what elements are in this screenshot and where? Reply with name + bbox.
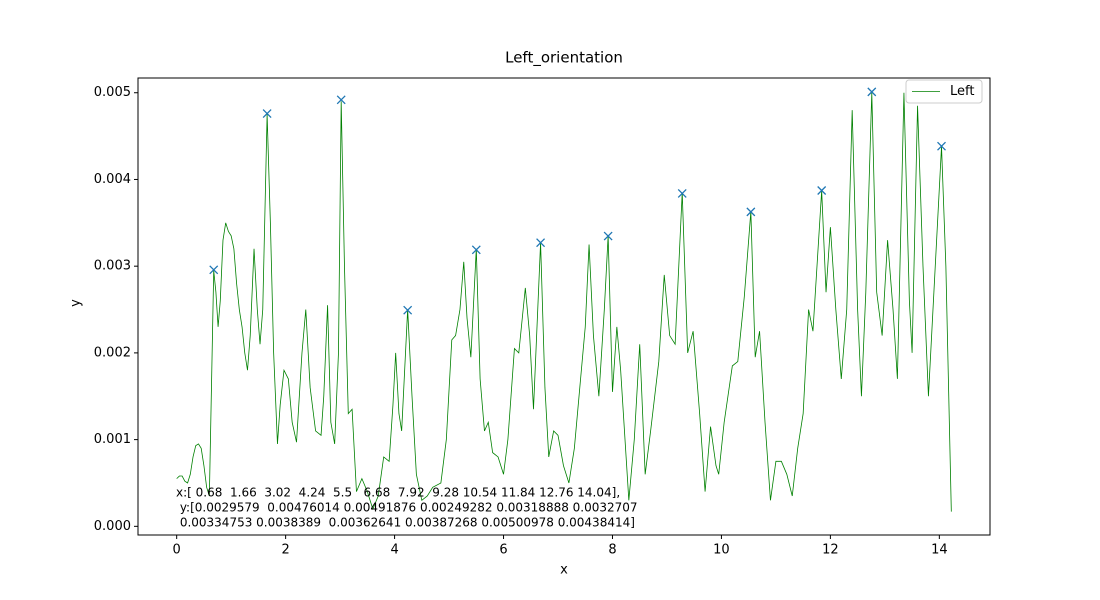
x-tick-label: 4 <box>390 543 398 558</box>
x-tick-label: 0 <box>173 543 181 558</box>
y-tick-label: 0.001 <box>94 432 131 447</box>
peak-marker <box>937 141 946 151</box>
x-tick-label: 2 <box>281 543 289 558</box>
annotation: y:[0.0029579 0.00476014 0.00491876 0.002… <box>176 501 638 515</box>
x-tick-label: 14 <box>931 543 948 558</box>
peak-marker <box>867 87 877 97</box>
peak-marker <box>403 305 413 315</box>
y-tick-label: 0.002 <box>94 345 131 360</box>
peak-marker <box>746 207 756 217</box>
x-tick-label: 10 <box>713 543 730 558</box>
x-tick-label: 12 <box>822 543 839 558</box>
chart-title: Left_orientation <box>505 49 623 68</box>
peak-marker <box>817 186 827 195</box>
peak-marker <box>677 188 687 198</box>
x-axis-label: x <box>560 563 568 578</box>
peak-marker <box>471 245 481 255</box>
legend-box <box>905 79 983 104</box>
axes-frame <box>137 77 991 536</box>
y-axis-label: y <box>69 299 84 307</box>
y-tick-label: 0.000 <box>94 519 131 534</box>
line-series <box>176 92 952 512</box>
peak-marker <box>262 109 272 119</box>
peak-marker <box>209 265 219 275</box>
annotation: x:[ 0.68 1.66 3.02 4.24 5.5 6.68 7.92 9.… <box>176 486 620 500</box>
annotation: 0.00334753 0.0038389 0.00362641 0.003872… <box>176 516 635 530</box>
peak-marker <box>336 95 346 105</box>
y-tick-label: 0.003 <box>94 259 131 274</box>
x-tick-label: 8 <box>608 543 616 558</box>
peak-marker <box>536 238 546 248</box>
peak-marker <box>603 231 613 241</box>
y-tick-label: 0.005 <box>94 85 131 100</box>
x-tick-label: 6 <box>499 543 507 558</box>
legend-label: Left <box>950 84 974 99</box>
y-tick-label: 0.004 <box>94 172 131 187</box>
